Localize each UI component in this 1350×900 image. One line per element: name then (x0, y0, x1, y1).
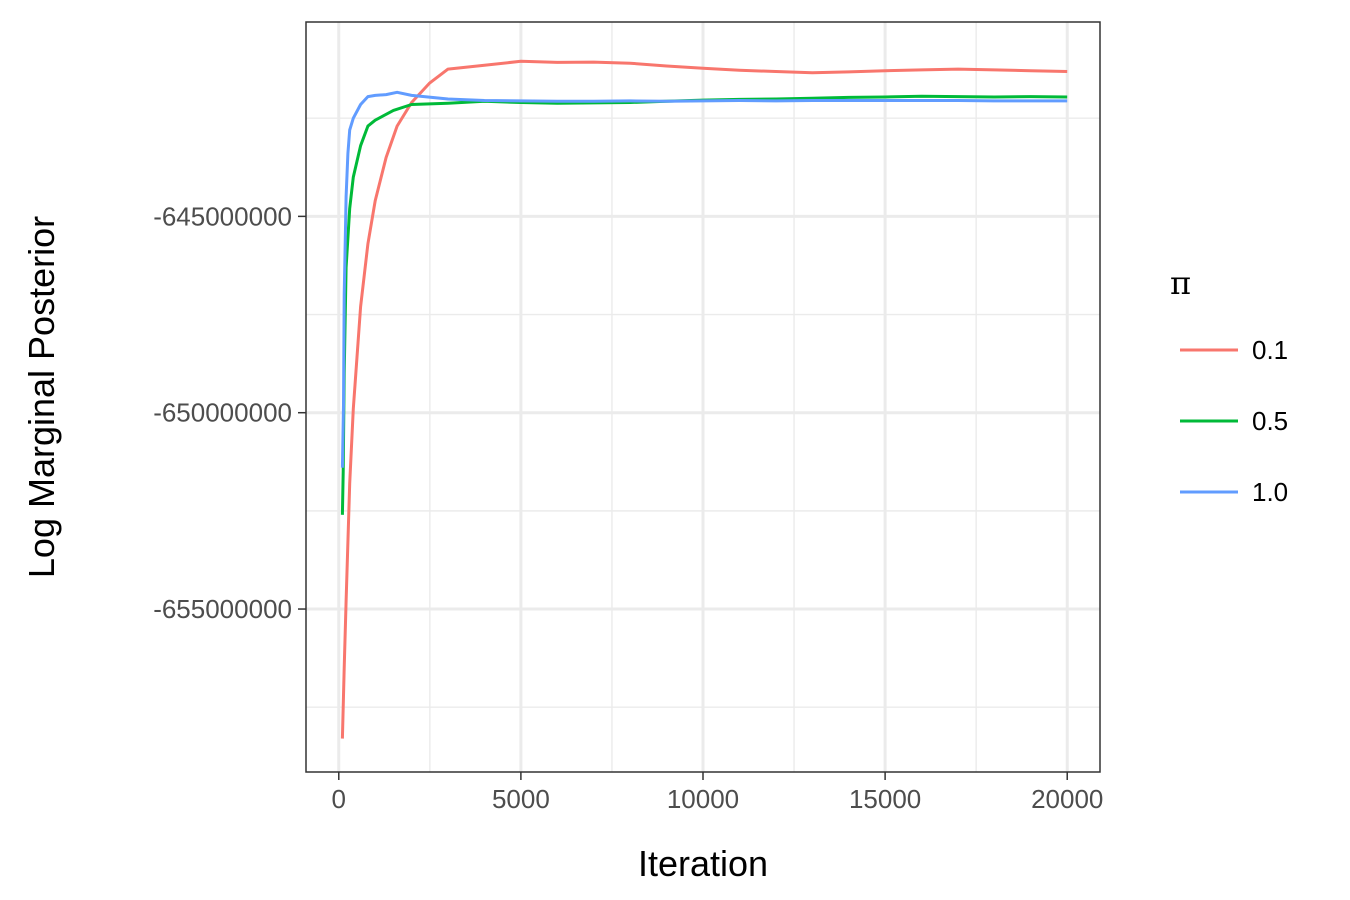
series-line-1.0 (340, 90, 1068, 468)
x-tick-label: 10000 (667, 784, 739, 814)
y-tick-label: -645000000 (153, 201, 292, 231)
x-tick-label: 0 (332, 784, 346, 814)
legend-label-1.0: 1.0 (1252, 477, 1288, 507)
legend-title: π (1170, 264, 1191, 302)
legend-label-0.5: 0.5 (1252, 406, 1288, 436)
y-tick-label: -655000000 (153, 594, 292, 624)
x-tick-label: 20000 (1031, 784, 1103, 814)
legend-label-0.1: 0.1 (1252, 335, 1288, 365)
x-axis-title: Iteration (638, 843, 768, 884)
series-line-0.1 (340, 59, 1068, 739)
legend: π 0.1 0.5 1.0 (1170, 264, 1288, 507)
series-layer (340, 59, 1068, 739)
y-axis-title: Log Marginal Posterior (21, 216, 62, 578)
y-axis: -655000000 -650000000 -645000000 (153, 201, 306, 624)
x-axis: 0 5000 10000 15000 20000 (332, 772, 1103, 814)
x-tick-label: 5000 (492, 784, 550, 814)
grid-major (306, 22, 1100, 772)
x-tick-label: 15000 (849, 784, 921, 814)
series-line-0.5 (340, 94, 1068, 515)
y-tick-label: -650000000 (153, 398, 292, 428)
